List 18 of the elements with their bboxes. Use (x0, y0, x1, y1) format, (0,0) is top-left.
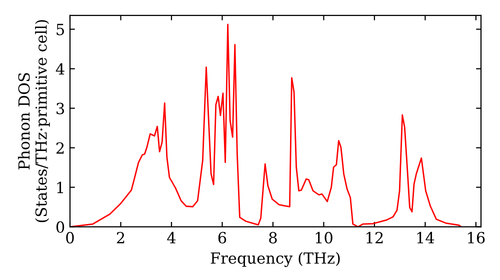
y-axis-title: Phonon DOS (States/THz·primitive cell) (18, 20, 50, 222)
y-tick-label: 0 (56, 221, 64, 233)
x-axis-title: Frequency (THz) (210, 252, 340, 268)
line-series (70, 24, 462, 227)
x-tick-label: 0 (66, 232, 74, 244)
x-tick-label: 14 (417, 232, 434, 244)
x-tick-label: 2 (116, 232, 124, 244)
y-tick-label: 1 (57, 182, 63, 194)
x-tick-label: 10 (316, 232, 332, 244)
x-tick-label: 6 (218, 232, 226, 244)
x-tick-label: 12 (366, 232, 383, 244)
x-tick-label: 16 (468, 232, 485, 244)
x-tick-label: 8 (269, 232, 277, 244)
y-tick-label: 3 (56, 102, 64, 114)
y-tick-label: 4 (56, 63, 64, 75)
y-tick-label: 2 (56, 142, 64, 154)
y-tick-label: 5 (56, 24, 64, 36)
x-tick-label: 4 (167, 232, 176, 244)
